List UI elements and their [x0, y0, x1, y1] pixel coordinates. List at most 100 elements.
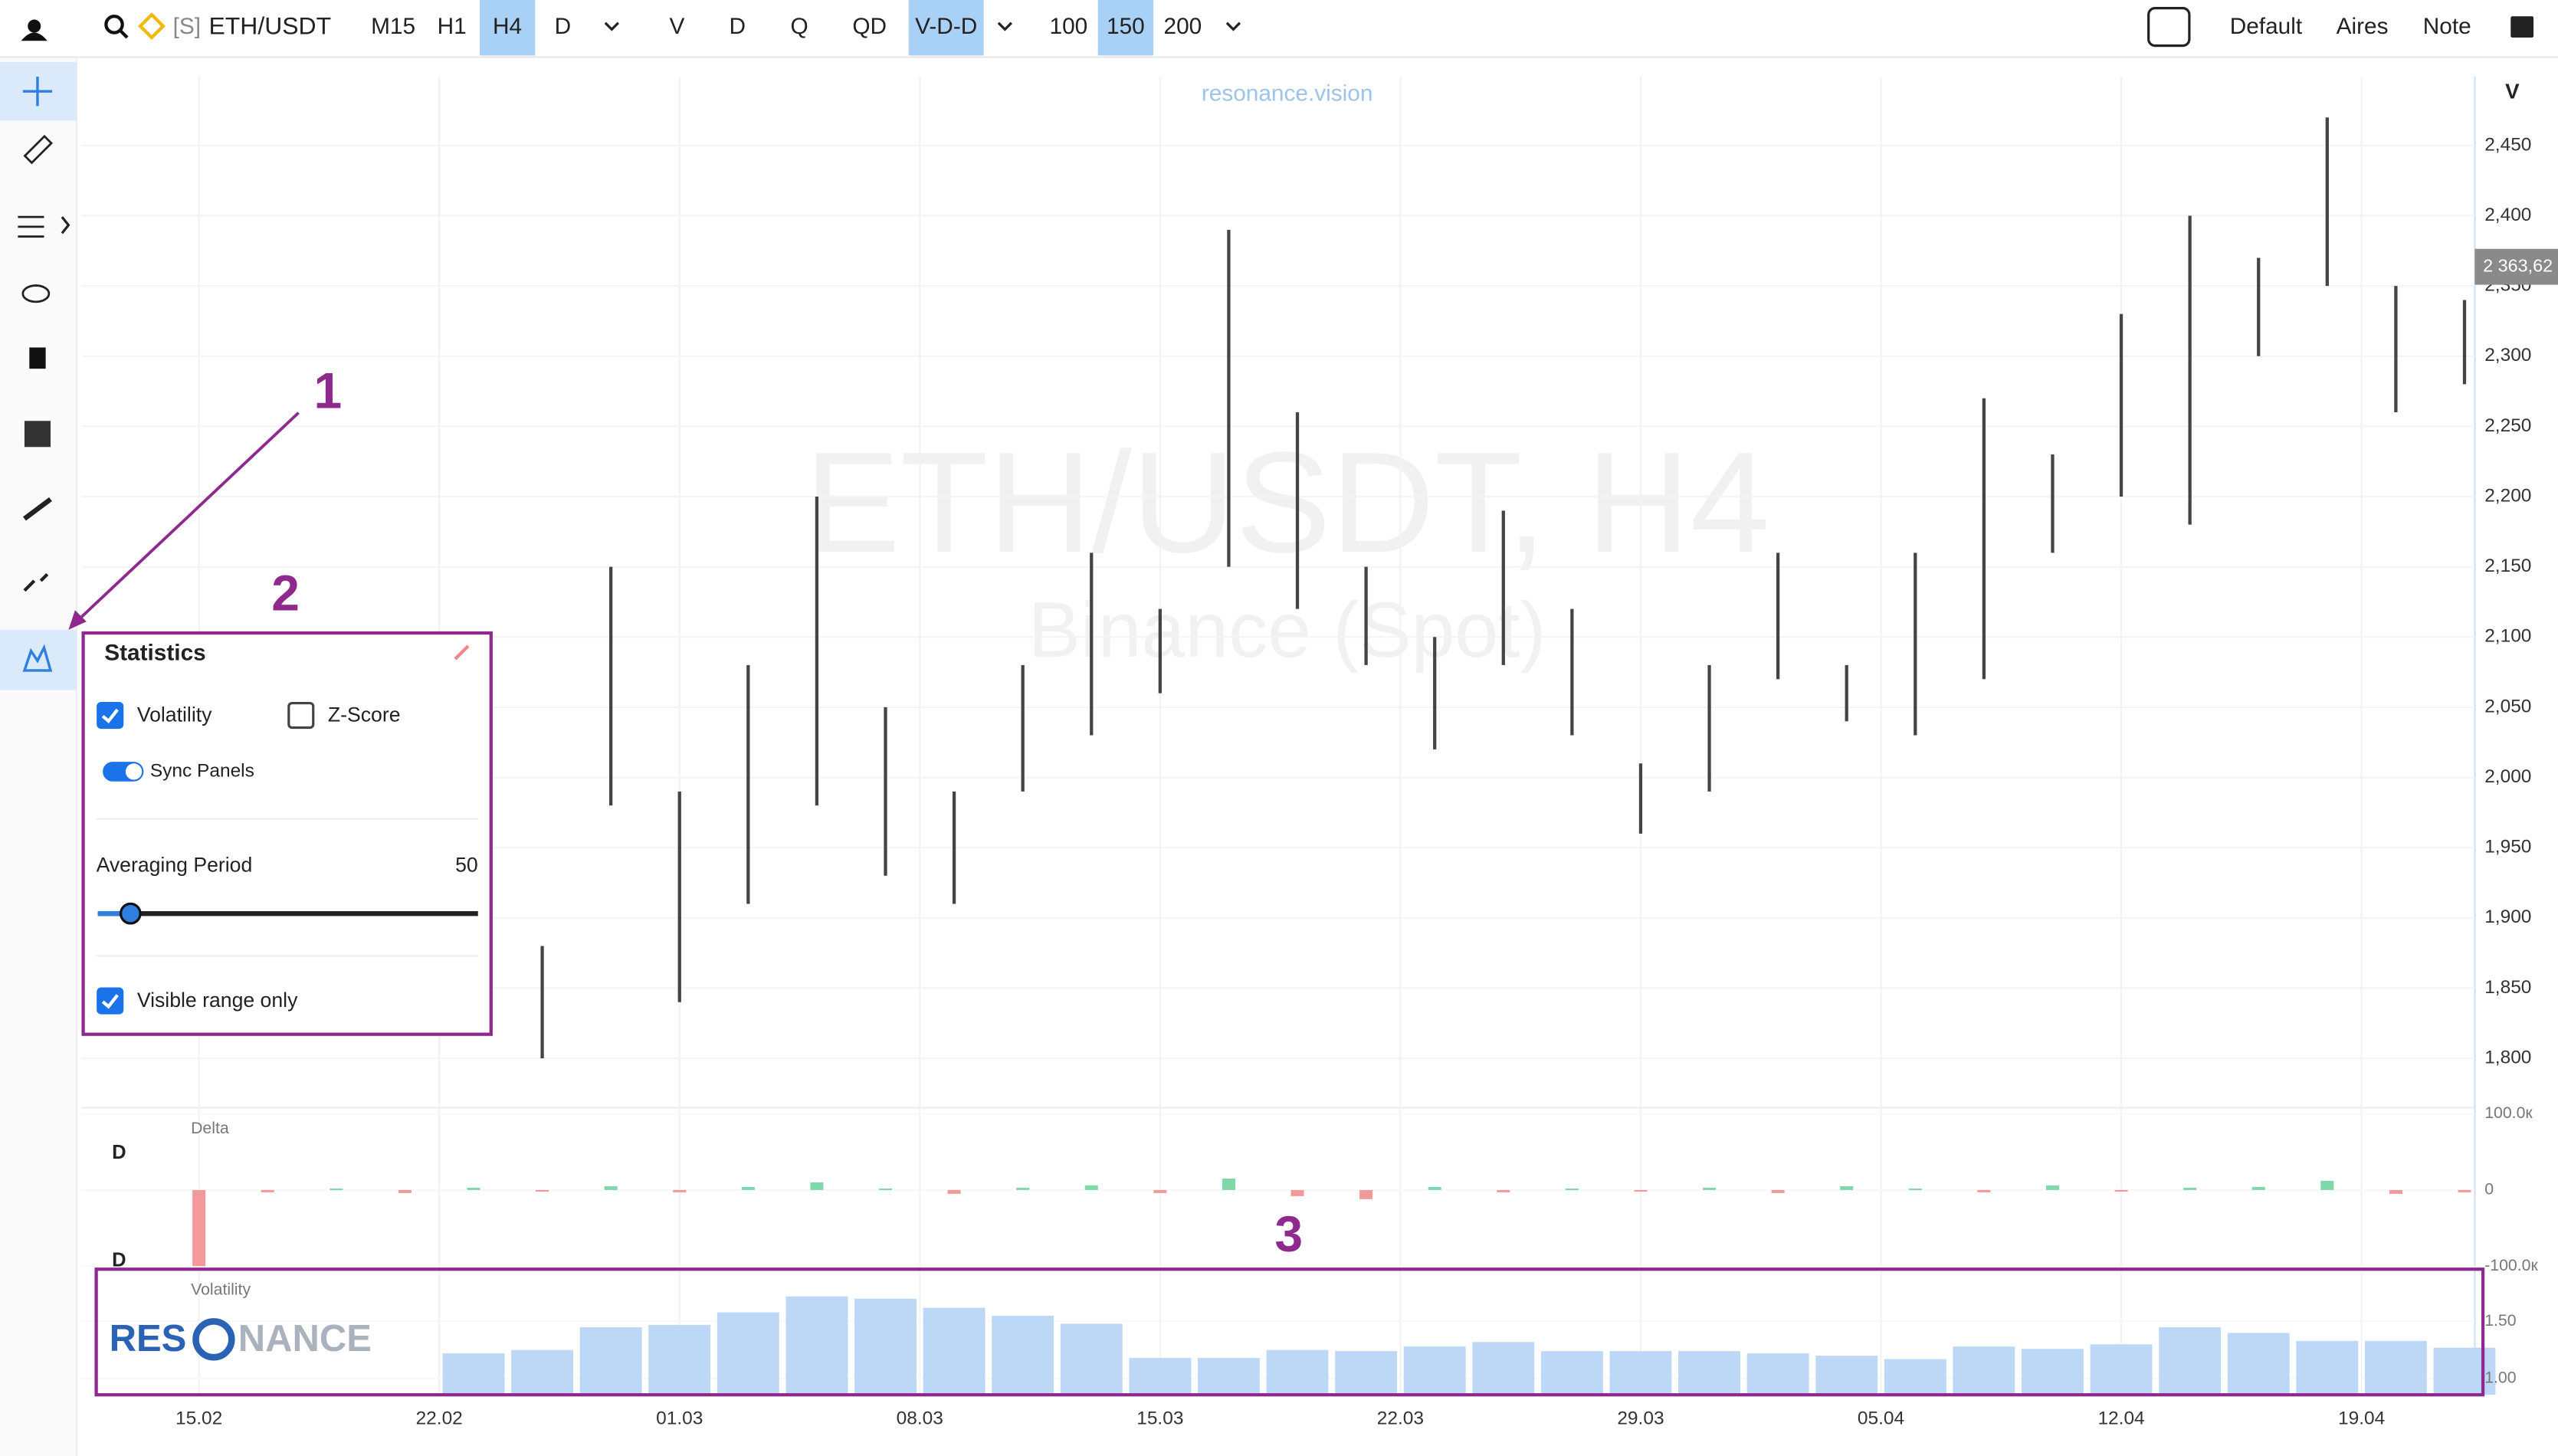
user-icon[interactable]	[28, 19, 41, 33]
toolbar-button[interactable]: QD	[852, 14, 887, 39]
image-icon[interactable]	[2510, 16, 2534, 38]
bar	[1290, 1189, 1304, 1196]
bar	[1908, 1188, 1922, 1191]
exchange-icon	[138, 12, 166, 40]
slider-knob[interactable]	[119, 902, 142, 925]
layout-button[interactable]: Aires	[2337, 14, 2389, 39]
chevron[interactable]	[1225, 21, 1241, 31]
watermark-exchange: Binance (Spot)	[1028, 585, 1546, 674]
bar	[854, 1298, 917, 1395]
bar	[1016, 1187, 1030, 1190]
bar	[1359, 1189, 1373, 1199]
eye-tool[interactable]	[21, 284, 51, 303]
chevron[interactable]	[604, 21, 619, 31]
panel-title: Statistics	[104, 641, 206, 666]
bar	[1746, 1353, 1809, 1395]
checkbox-label: Visible range only	[137, 989, 298, 1012]
bar	[741, 1186, 755, 1190]
search-icon	[120, 29, 129, 39]
bar	[604, 1185, 618, 1190]
toolbar-button[interactable]: H4	[493, 14, 522, 39]
bar	[2227, 1333, 2290, 1395]
toolbar-button[interactable]: V-D-D	[915, 14, 977, 39]
toolbar-button[interactable]: 150	[1107, 14, 1145, 39]
toggle[interactable]	[103, 762, 144, 782]
collapse-tool[interactable]	[23, 572, 49, 592]
checkbox[interactable]	[97, 701, 124, 730]
checkbox-tick	[101, 994, 119, 1009]
lines-tool[interactable]	[18, 215, 44, 238]
bar	[2022, 1349, 2084, 1395]
toolbar-button[interactable]: D	[729, 14, 746, 39]
search-icon[interactable]	[104, 15, 124, 34]
highlight-frame	[94, 1267, 2485, 1397]
chevron[interactable]	[997, 21, 1013, 31]
sidebar-bg	[0, 58, 77, 1456]
y-tick-label: 1,850	[2484, 977, 2531, 998]
y-tick-label: 2,150	[2484, 556, 2531, 576]
bar	[1084, 1185, 1098, 1190]
layout-button[interactable]: Default	[2230, 14, 2303, 39]
toolbar: [S] ETH/USDT M15 H1 H4 D V D Q QD V-D-D 100 150 2…	[0, 0, 2558, 58]
checkbox[interactable]	[97, 987, 124, 1015]
trash-tool[interactable]	[29, 347, 46, 369]
axis-label: V	[2505, 80, 2520, 103]
bar	[1403, 1346, 1466, 1395]
bar	[442, 1353, 505, 1395]
chevron[interactable]	[61, 216, 71, 234]
watermark-symbol: ETH/USDT, H4	[805, 421, 1769, 582]
logo-text: NANCE	[238, 1318, 372, 1359]
sidebar	[0, 58, 78, 1456]
bar	[1060, 1323, 1123, 1395]
y-tick-label: 2,250	[2484, 415, 2531, 436]
bar	[1953, 1346, 2015, 1395]
bar	[1703, 1187, 1717, 1190]
checkbox-label: Z-Score	[328, 703, 401, 726]
bar	[1197, 1358, 1260, 1395]
y-tick-label: 2,400	[2484, 205, 2531, 225]
bar	[1609, 1351, 1672, 1395]
y-tick-label: 2,050	[2484, 696, 2531, 717]
pin-icon[interactable]	[454, 644, 470, 661]
bar	[579, 1326, 642, 1395]
checkbox-label: Volatility	[137, 703, 212, 726]
checkbox-box	[97, 987, 124, 1015]
symbol[interactable]: ETH/USDT	[208, 12, 331, 40]
toolbar-button[interactable]: 200	[1164, 14, 1202, 39]
toggle-label: Sync Panels	[150, 760, 254, 781]
square-button[interactable]	[2147, 7, 2191, 48]
y-tick-label: 2,000	[2484, 766, 2531, 787]
bar	[1977, 1189, 1991, 1192]
y-tick-label: 1,950	[2484, 837, 2531, 858]
statistics-tool[interactable]	[22, 644, 53, 672]
bar	[1335, 1351, 1398, 1395]
link-tool[interactable]	[23, 497, 52, 521]
y-tick-label: 2,450	[2484, 134, 2531, 155]
ruler-tool[interactable]	[23, 134, 53, 165]
bar	[1129, 1358, 1192, 1395]
x-tick-label: 08.03	[897, 1408, 943, 1429]
layout-button[interactable]: Note	[2423, 14, 2471, 39]
logo-text: RES	[110, 1318, 187, 1359]
bar	[785, 1296, 848, 1395]
bar	[2389, 1189, 2402, 1194]
checkbox[interactable]	[287, 701, 315, 730]
toolbar-button[interactable]: H1	[438, 14, 467, 39]
bar	[2433, 1347, 2496, 1395]
bar	[1840, 1185, 1854, 1190]
arrow	[77, 412, 300, 621]
bar	[1815, 1356, 1878, 1395]
toolbar-button[interactable]: V	[670, 14, 685, 39]
crosshair-tool[interactable]	[22, 77, 53, 107]
bar	[1428, 1186, 1441, 1190]
toolbar-button[interactable]: Q	[791, 14, 808, 39]
bar	[2296, 1340, 2359, 1395]
toolbar-button[interactable]: M15	[371, 14, 415, 39]
x-tick-label: 12.04	[2097, 1408, 2144, 1429]
bar	[923, 1307, 985, 1395]
grid-tool[interactable]	[24, 421, 51, 448]
toolbar-button[interactable]: D	[555, 14, 572, 39]
watermark-site: resonance.vision	[1202, 80, 1373, 106]
toolbar-button[interactable]: 100	[1050, 14, 1088, 39]
